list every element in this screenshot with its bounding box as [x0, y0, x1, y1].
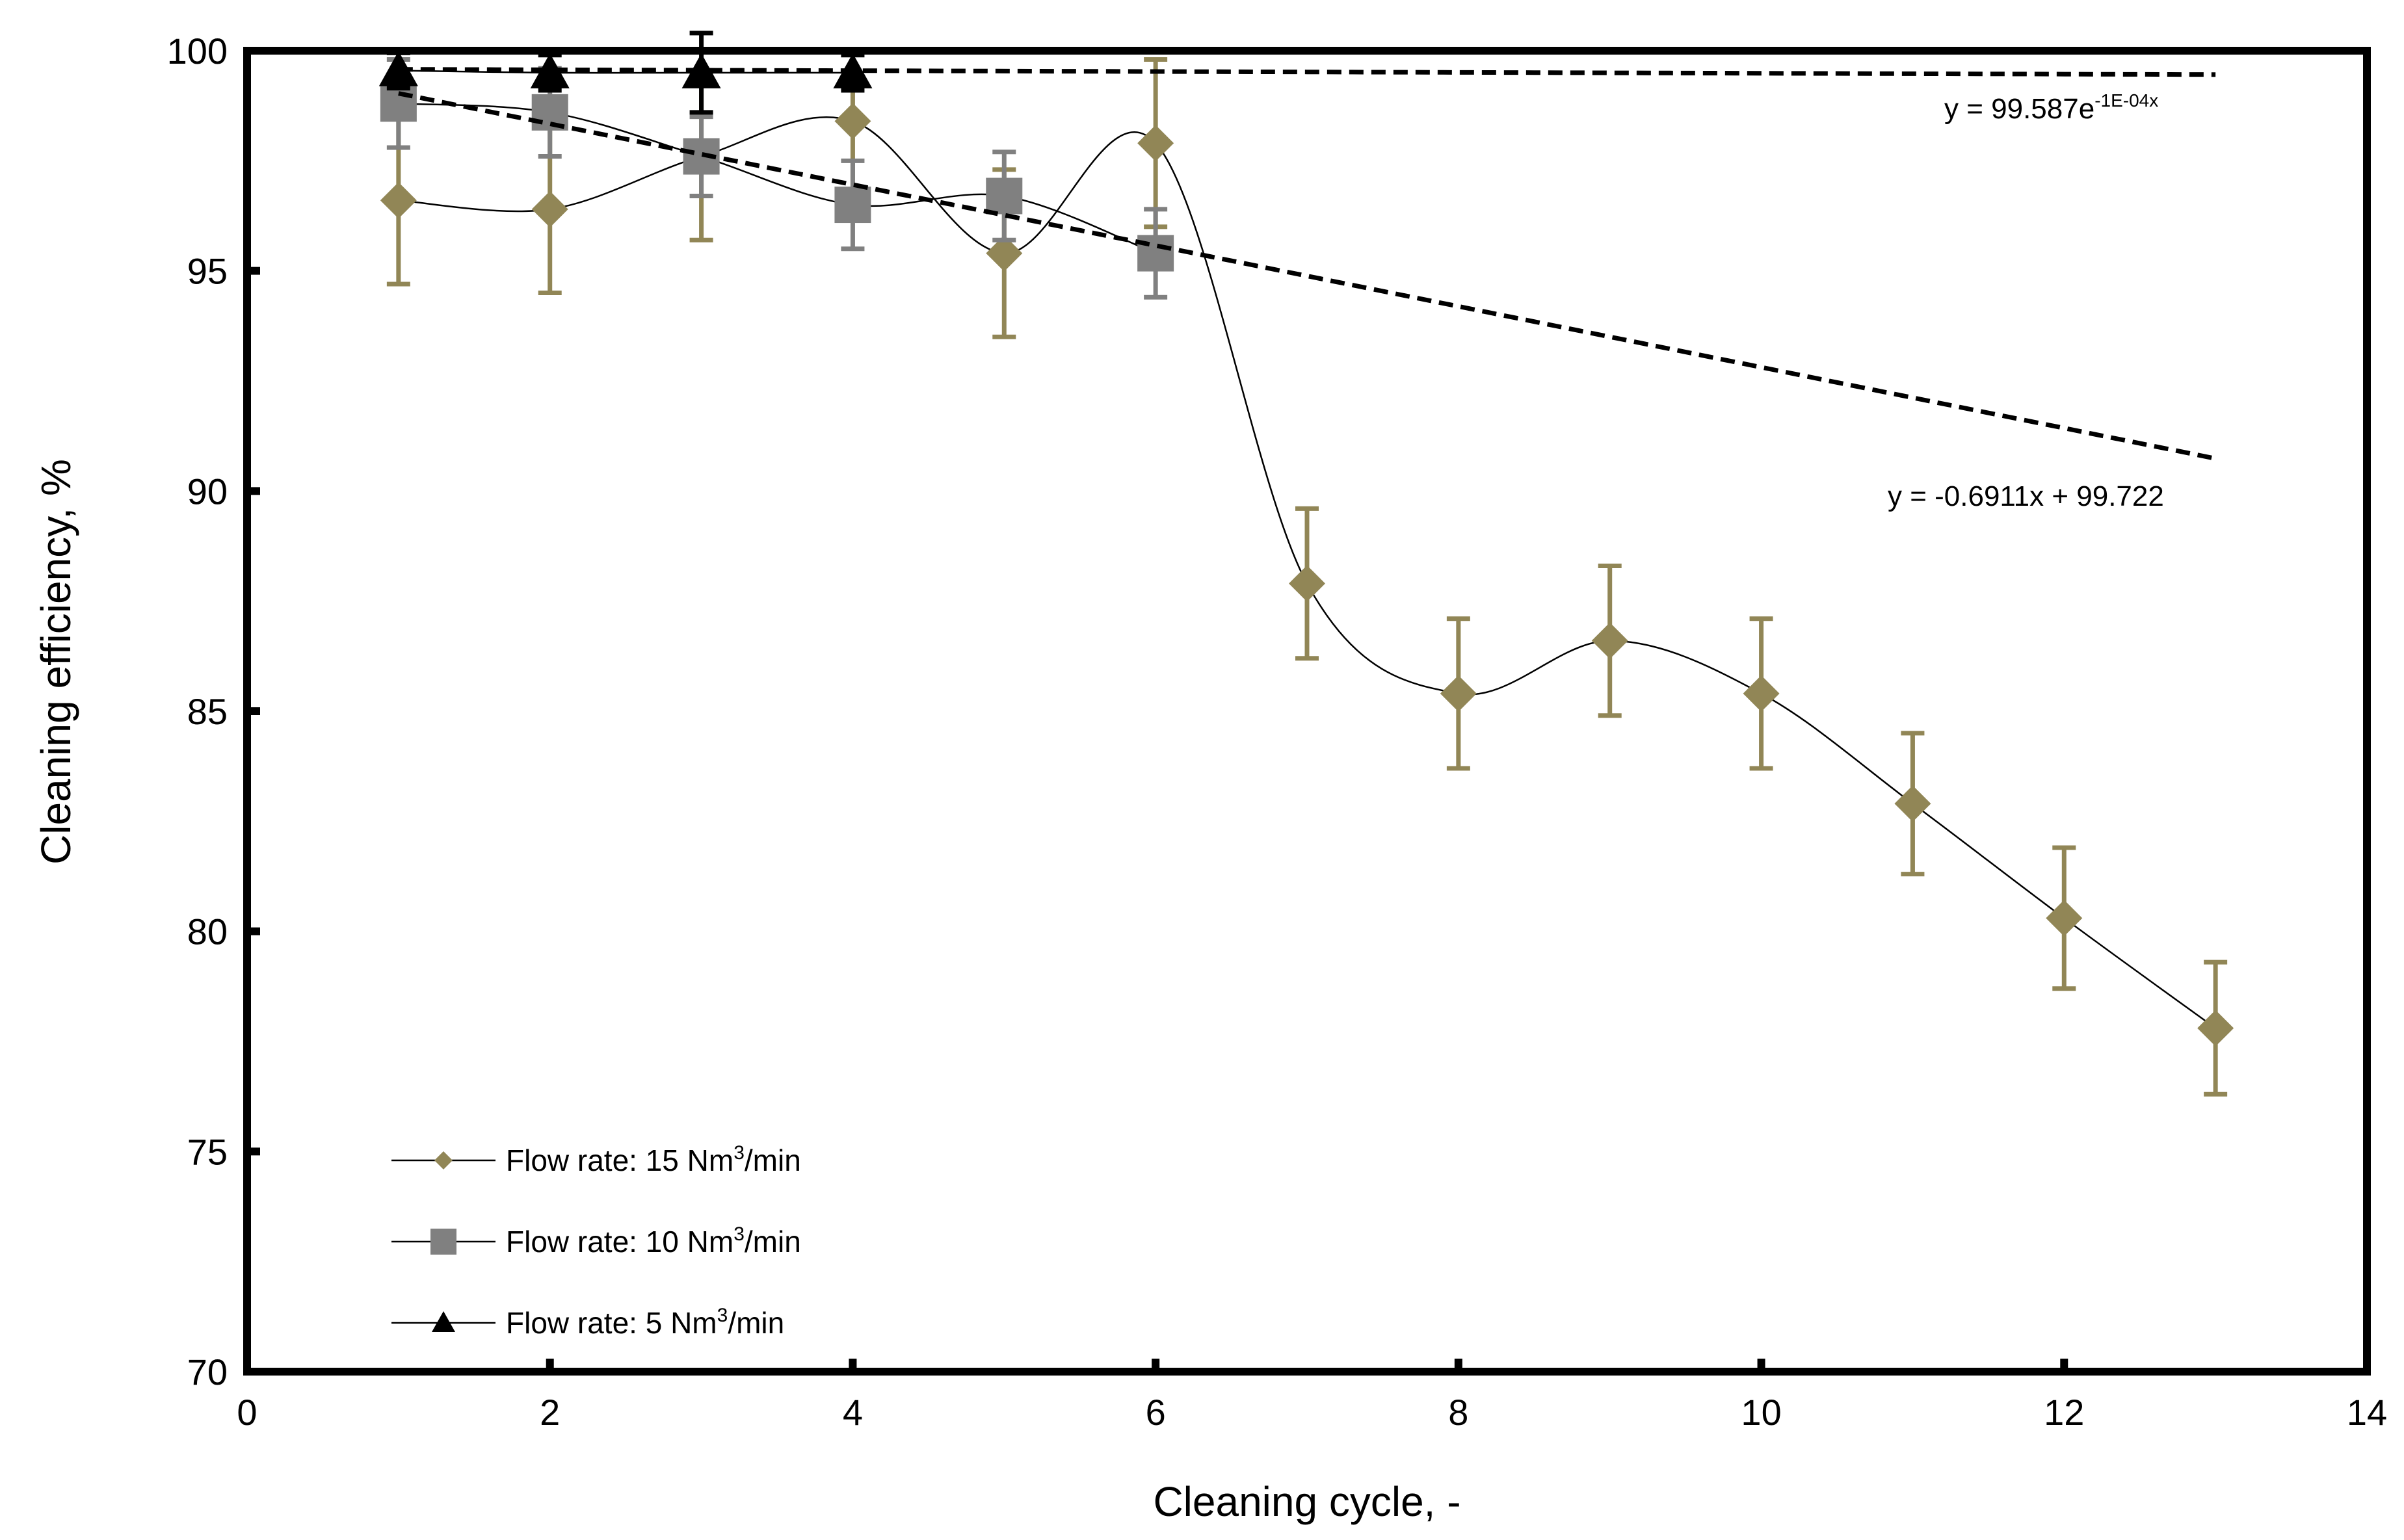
x-tick-label: 2 — [540, 1392, 560, 1433]
series-10-point — [986, 177, 1023, 215]
plot-area — [378, 31, 2234, 1097]
legend-marker — [434, 1151, 453, 1169]
y-tick-label: 75 — [187, 1131, 228, 1172]
series-15-point — [1440, 675, 1477, 712]
trendline-linear-label: y = -0.6911x + 99.722 — [1888, 480, 2164, 512]
x-tick-label: 14 — [2347, 1392, 2387, 1433]
legend-item-5: Flow rate: 5 Nm3/min — [391, 1305, 784, 1340]
legend-label: Flow rate: 15 Nm3/min — [506, 1142, 801, 1177]
y-tick-label: 90 — [187, 471, 228, 512]
series-5-point — [530, 53, 570, 88]
series-10-point — [834, 187, 871, 224]
x-tick-label: 12 — [2044, 1392, 2084, 1433]
y-tick-label: 80 — [187, 911, 228, 952]
y-tick-label: 85 — [187, 691, 228, 732]
series-15-point — [1894, 785, 1931, 822]
series-15-point — [2197, 1010, 2234, 1047]
legend-marker — [432, 1311, 455, 1332]
series-15-point — [531, 190, 568, 228]
y-tick-label: 70 — [187, 1351, 228, 1392]
y-axis-title: Cleaning efficiency, % — [33, 459, 79, 865]
x-tick-label: 6 — [1146, 1392, 1166, 1433]
series-15-point — [1137, 125, 1174, 162]
axes: 0 2 4 6 8 10 12 14 70 75 80 85 90 95 100 — [167, 31, 2388, 1433]
series-5-point — [378, 51, 418, 86]
legend-label: Flow rate: 10 Nm3/min — [506, 1223, 801, 1259]
legend-label: Flow rate: 5 Nm3/min — [506, 1305, 784, 1340]
legend-marker — [430, 1229, 456, 1255]
x-tick-label: 0 — [237, 1392, 257, 1433]
series-15-point — [2046, 900, 2083, 937]
legend-item-10: Flow rate: 10 Nm3/min — [391, 1223, 801, 1259]
series-15-point — [1289, 565, 1325, 602]
legend: Flow rate: 15 Nm3/min Flow rate: 10 Nm3/m… — [391, 1142, 801, 1340]
x-tick-label: 8 — [1448, 1392, 1468, 1433]
series-5-point — [681, 53, 721, 88]
series-10-point — [380, 85, 417, 122]
trendlines — [398, 67, 2216, 461]
series-10 — [380, 57, 1174, 300]
x-tick-label: 4 — [843, 1392, 863, 1433]
x-tick-label: 10 — [1741, 1392, 1781, 1433]
trendline-linear — [398, 91, 2216, 461]
series-15 — [380, 48, 2234, 1097]
series-15-point — [986, 235, 1023, 272]
series-15-point — [380, 182, 417, 219]
series-15-point — [834, 103, 871, 140]
series-10-line — [398, 103, 1156, 254]
y-tick-label: 95 — [187, 251, 228, 292]
legend-item-15: Flow rate: 15 Nm3/min — [391, 1142, 801, 1177]
trendline-exp-label: y = 99.587e-1E-04x — [1944, 90, 2158, 125]
series-10-point — [1137, 235, 1174, 272]
trendline-exponential — [398, 67, 2216, 77]
series-15-point — [1591, 622, 1628, 659]
y-tick-label: 100 — [167, 31, 228, 72]
x-axis-title: Cleaning cycle, - — [1153, 1478, 1460, 1525]
series-15-point — [1743, 675, 1780, 712]
